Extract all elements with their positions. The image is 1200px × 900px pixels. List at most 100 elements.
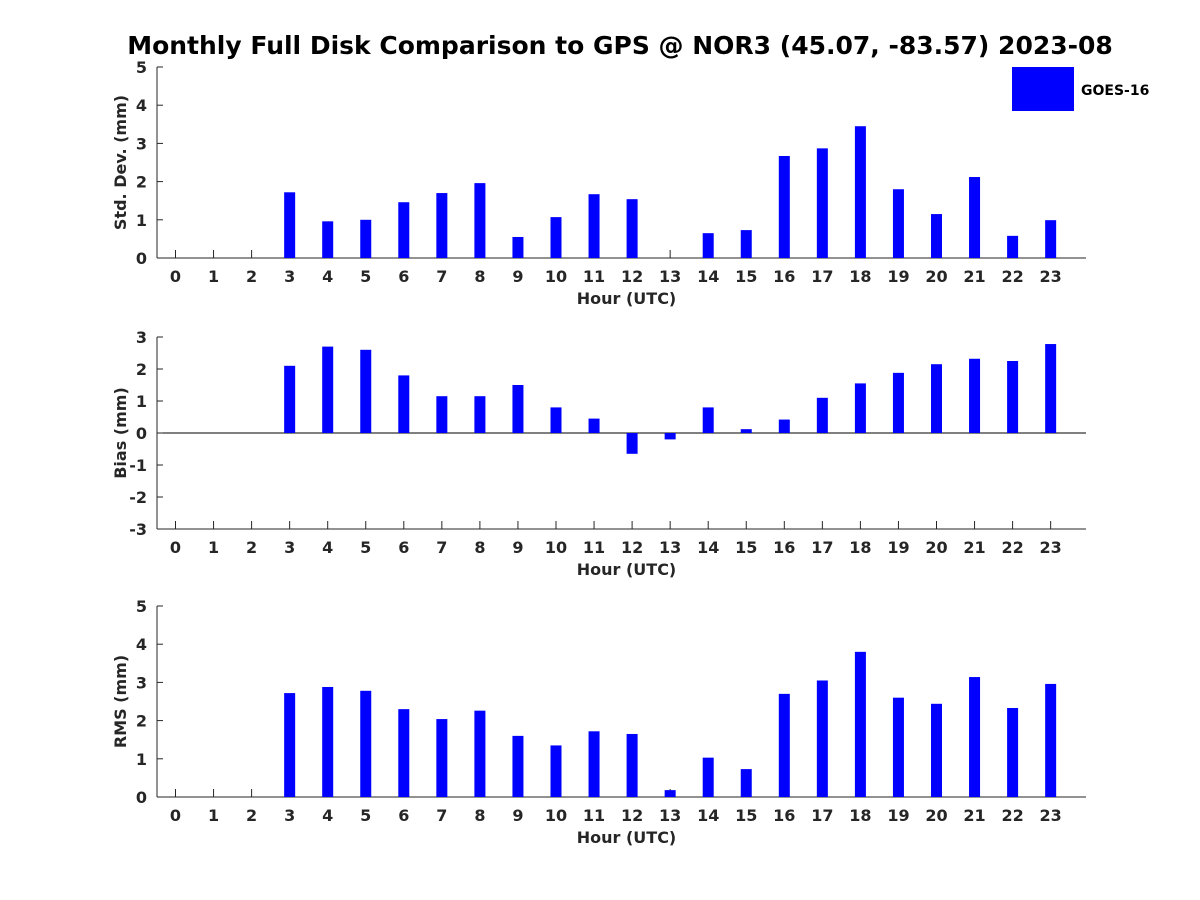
bar-22 <box>1007 707 1019 797</box>
x-tick-label: 16 <box>773 806 795 825</box>
x-tick-label: 4 <box>322 806 333 825</box>
bar-18 <box>854 651 866 797</box>
x-tick-label: 15 <box>735 267 757 286</box>
bar-8 <box>474 396 486 433</box>
bar-11 <box>588 418 600 433</box>
legend-label: GOES-16 <box>1081 83 1149 99</box>
x-axis-label: Hour (UTC) <box>577 560 677 579</box>
x-tick-label: 17 <box>811 267 833 286</box>
bar-19 <box>892 697 904 797</box>
bar-12 <box>626 433 638 454</box>
x-tick-label: 23 <box>1040 538 1062 557</box>
x-tick-label: 3 <box>284 806 295 825</box>
bar-12 <box>626 199 638 258</box>
bar-15 <box>740 769 752 797</box>
x-tick-label: 6 <box>398 267 409 286</box>
bar-10 <box>550 745 562 797</box>
x-tick-label: 3 <box>284 538 295 557</box>
bar-15 <box>740 230 752 258</box>
x-tick-label: 6 <box>398 538 409 557</box>
bar-4 <box>322 346 334 433</box>
y-tick-label: 2 <box>136 360 147 379</box>
legend: GOES-16 <box>1012 67 1149 111</box>
bar-3 <box>284 365 296 433</box>
y-tick-label: 0 <box>136 249 147 268</box>
x-tick-label: 14 <box>697 538 719 557</box>
bar-17 <box>816 148 828 258</box>
x-tick-label: 22 <box>1001 806 1023 825</box>
y-tick-label: 3 <box>136 134 147 153</box>
bar-13 <box>664 433 676 440</box>
x-tick-label: 1 <box>208 267 219 286</box>
bar-12 <box>626 733 638 797</box>
x-tick-label: 8 <box>474 538 485 557</box>
x-tick-label: 14 <box>697 267 719 286</box>
x-tick-label: 10 <box>545 806 567 825</box>
y-axis-label: Bias (mm) <box>111 387 130 479</box>
bar-21 <box>969 177 981 258</box>
x-tick-label: 23 <box>1040 806 1062 825</box>
bar-6 <box>398 202 410 258</box>
x-tick-label: 7 <box>436 267 447 286</box>
bar-10 <box>550 407 562 433</box>
x-tick-label: 5 <box>360 806 371 825</box>
x-tick-label: 7 <box>436 806 447 825</box>
y-axis-label: Std. Dev. (mm) <box>111 95 130 230</box>
x-tick-label: 12 <box>621 267 643 286</box>
x-tick-label: 16 <box>773 267 795 286</box>
bar-9 <box>512 385 524 433</box>
x-tick-label: 17 <box>811 806 833 825</box>
x-tick-label: 2 <box>246 267 257 286</box>
bar-7 <box>436 396 448 433</box>
x-tick-label: 8 <box>474 806 485 825</box>
y-tick-label: 2 <box>136 173 147 192</box>
bar-5 <box>360 690 372 797</box>
figure-title: Monthly Full Disk Comparison to GPS @ NO… <box>127 31 1113 60</box>
y-tick-label: 3 <box>136 328 147 347</box>
x-tick-label: 22 <box>1001 267 1023 286</box>
x-tick-label: 19 <box>887 806 909 825</box>
x-tick-label: 21 <box>963 538 985 557</box>
x-tick-label: 9 <box>512 538 523 557</box>
bar-21 <box>969 358 981 433</box>
bar-16 <box>778 419 790 433</box>
x-tick-label: 18 <box>849 538 871 557</box>
x-axis-label: Hour (UTC) <box>577 828 677 847</box>
x-tick-label: 13 <box>659 538 681 557</box>
y-tick-label: -3 <box>129 520 147 539</box>
bar-7 <box>436 193 448 258</box>
x-tick-label: 4 <box>322 538 333 557</box>
x-tick-label: 8 <box>474 267 485 286</box>
bar-20 <box>931 214 942 258</box>
bar-3 <box>284 693 296 797</box>
bar-18 <box>854 383 866 433</box>
legend-swatch <box>1012 67 1074 111</box>
x-tick-label: 5 <box>360 538 371 557</box>
x-tick-label: 6 <box>398 806 409 825</box>
bar-15 <box>740 429 752 433</box>
x-tick-label: 2 <box>246 806 257 825</box>
y-axis-label: RMS (mm) <box>111 655 130 748</box>
x-tick-label: 19 <box>887 267 909 286</box>
y-tick-label: -2 <box>129 488 147 507</box>
x-tick-label: 16 <box>773 538 795 557</box>
x-tick-label: 1 <box>208 806 219 825</box>
bar-5 <box>360 349 372 433</box>
x-tick-label: 11 <box>583 538 605 557</box>
x-tick-label: 15 <box>735 806 757 825</box>
bar-22 <box>1007 361 1019 433</box>
bar-11 <box>588 731 600 797</box>
x-tick-label: 14 <box>697 806 719 825</box>
x-tick-label: 5 <box>360 267 371 286</box>
x-tick-label: 18 <box>849 267 871 286</box>
x-tick-label: 13 <box>659 806 681 825</box>
x-tick-label: 10 <box>545 538 567 557</box>
bar-14 <box>702 757 714 797</box>
x-tick-label: 20 <box>925 538 947 557</box>
bar-20 <box>931 703 942 797</box>
bar-16 <box>778 156 790 258</box>
x-tick-label: 23 <box>1040 267 1062 286</box>
x-tick-label: 2 <box>246 538 257 557</box>
